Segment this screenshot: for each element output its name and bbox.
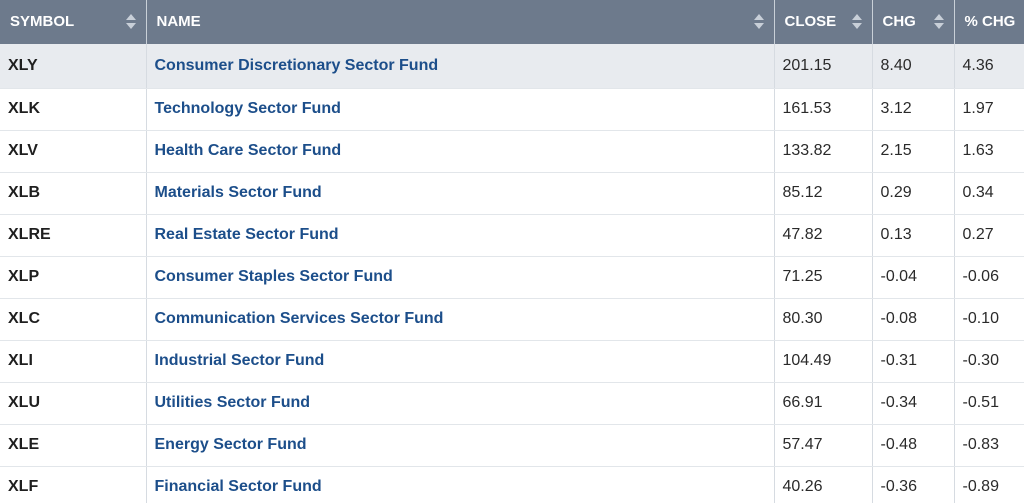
pct-chg-cell: -0.51 [954, 382, 1024, 425]
pct-chg-cell: 1.63 [954, 130, 1024, 173]
column-header-close[interactable]: CLOSE [774, 0, 873, 44]
column-header-label: % CHG [964, 12, 1016, 30]
table-header: SYMBOL NAME CLOSE CHG % CHG [0, 0, 1024, 44]
close-cell: 80.30 [774, 298, 873, 341]
pct-chg-cell: 0.27 [954, 214, 1024, 257]
fund-name-link[interactable]: Consumer Staples Sector Fund [154, 268, 393, 285]
symbol-cell: XLF [0, 466, 147, 503]
close-cell: 104.49 [774, 340, 873, 383]
fund-name-link[interactable]: Industrial Sector Fund [154, 352, 325, 369]
pct-chg-cell: -0.89 [954, 466, 1024, 503]
name-cell: Industrial Sector Fund [146, 340, 775, 383]
name-cell: Consumer Discretionary Sector Fund [146, 44, 775, 89]
column-header-name[interactable]: NAME [146, 0, 775, 44]
chg-cell: -0.34 [872, 382, 955, 425]
close-cell: 161.53 [774, 88, 873, 131]
table-row[interactable]: XLP Consumer Staples Sector Fund 71.25 -0.0… [0, 256, 1024, 299]
close-cell: 201.15 [774, 44, 873, 89]
table-row[interactable]: XLI Industrial Sector Fund 104.49 -0.31 -0.3… [0, 340, 1024, 383]
chg-cell: 3.12 [872, 88, 955, 131]
close-cell: 85.12 [774, 172, 873, 215]
close-cell: 133.82 [774, 130, 873, 173]
close-cell: 71.25 [774, 256, 873, 299]
table-row[interactable]: XLRE Real Estate Sector Fund 47.82 0.13 0.27 [0, 214, 1024, 257]
chg-cell: -0.36 [872, 466, 955, 503]
fund-name-link[interactable]: Utilities Sector Fund [154, 394, 311, 411]
symbol-cell: XLC [0, 298, 147, 341]
chg-cell: 2.15 [872, 130, 955, 173]
pct-chg-cell: -0.30 [954, 340, 1024, 383]
sort-icon[interactable] [125, 14, 136, 30]
table-body: XLY Consumer Discretionary Sector Fund 201… [0, 44, 1024, 503]
close-cell: 57.47 [774, 424, 873, 467]
fund-name-link[interactable]: Financial Sector Fund [154, 478, 322, 495]
name-cell: Health Care Sector Fund [146, 130, 775, 173]
sort-icon[interactable] [753, 14, 764, 30]
name-cell: Utilities Sector Fund [146, 382, 775, 425]
chg-cell: -0.48 [872, 424, 955, 467]
name-cell: Materials Sector Fund [146, 172, 775, 215]
chg-cell: -0.31 [872, 340, 955, 383]
name-cell: Technology Sector Fund [146, 88, 775, 131]
chg-cell: -0.08 [872, 298, 955, 341]
pct-chg-cell: -0.10 [954, 298, 1024, 341]
fund-name-link[interactable]: Technology Sector Fund [154, 100, 341, 117]
name-cell: Communication Services Sector Fund [146, 298, 775, 341]
chg-cell: 0.29 [872, 172, 955, 215]
symbol-cell: XLRE [0, 214, 147, 257]
pct-chg-cell: 4.36 [954, 44, 1024, 89]
fund-name-link[interactable]: Energy Sector Fund [154, 436, 307, 453]
symbol-cell: XLP [0, 256, 147, 299]
sort-icon[interactable] [851, 14, 862, 30]
fund-name-link[interactable]: Materials Sector Fund [154, 184, 322, 201]
column-header-pct-chg[interactable]: % CHG [954, 0, 1024, 44]
fund-name-link[interactable]: Real Estate Sector Fund [154, 226, 339, 243]
column-header-chg[interactable]: CHG [872, 0, 955, 44]
column-header-label: CLOSE [784, 12, 837, 30]
fund-name-link[interactable]: Consumer Discretionary Sector Fund [154, 56, 439, 74]
table-row[interactable]: XLY Consumer Discretionary Sector Fund 201… [0, 44, 1024, 89]
pct-chg-cell: 0.34 [954, 172, 1024, 215]
symbol-cell: XLY [0, 44, 147, 89]
name-cell: Real Estate Sector Fund [146, 214, 775, 257]
symbol-cell: XLE [0, 424, 147, 467]
fund-name-link[interactable]: Health Care Sector Fund [154, 142, 342, 159]
sort-icon[interactable] [933, 14, 944, 30]
table-row[interactable]: XLU Utilities Sector Fund 66.91 -0.34 -0.51 [0, 382, 1024, 425]
close-cell: 40.26 [774, 466, 873, 503]
pct-chg-cell: 1.97 [954, 88, 1024, 131]
name-cell: Consumer Staples Sector Fund [146, 256, 775, 299]
column-header-label: SYMBOL [10, 12, 75, 30]
fund-name-link[interactable]: Communication Services Sector Fund [154, 310, 444, 327]
symbol-cell: XLB [0, 172, 147, 215]
name-cell: Financial Sector Fund [146, 466, 775, 503]
chg-cell: 0.13 [872, 214, 955, 257]
column-header-label: CHG [882, 12, 916, 30]
symbol-cell: XLI [0, 340, 147, 383]
name-cell: Energy Sector Fund [146, 424, 775, 467]
table-row[interactable]: XLC Communication Services Sector Fund 80.… [0, 298, 1024, 341]
table-row[interactable]: XLF Financial Sector Fund 40.26 -0.36 -0.89 [0, 466, 1024, 503]
chg-cell: 8.40 [872, 44, 955, 89]
pct-chg-cell: -0.06 [954, 256, 1024, 299]
column-header-label: NAME [156, 12, 201, 30]
chg-cell: -0.04 [872, 256, 955, 299]
symbol-cell: XLV [0, 130, 147, 173]
table-row[interactable]: XLV Health Care Sector Fund 133.82 2.15 1.63 [0, 130, 1024, 173]
symbol-cell: XLU [0, 382, 147, 425]
header-row: SYMBOL NAME CLOSE CHG % CHG [0, 0, 1024, 44]
close-cell: 47.82 [774, 214, 873, 257]
pct-chg-cell: -0.83 [954, 424, 1024, 467]
close-cell: 66.91 [774, 382, 873, 425]
table-row[interactable]: XLE Energy Sector Fund 57.47 -0.48 -0.83 [0, 424, 1024, 467]
table-row[interactable]: XLB Materials Sector Fund 85.12 0.29 0.34 [0, 172, 1024, 215]
table-row[interactable]: XLK Technology Sector Fund 161.53 3.12 1.97 [0, 88, 1024, 131]
column-header-symbol[interactable]: SYMBOL [0, 0, 147, 44]
symbol-cell: XLK [0, 88, 147, 131]
